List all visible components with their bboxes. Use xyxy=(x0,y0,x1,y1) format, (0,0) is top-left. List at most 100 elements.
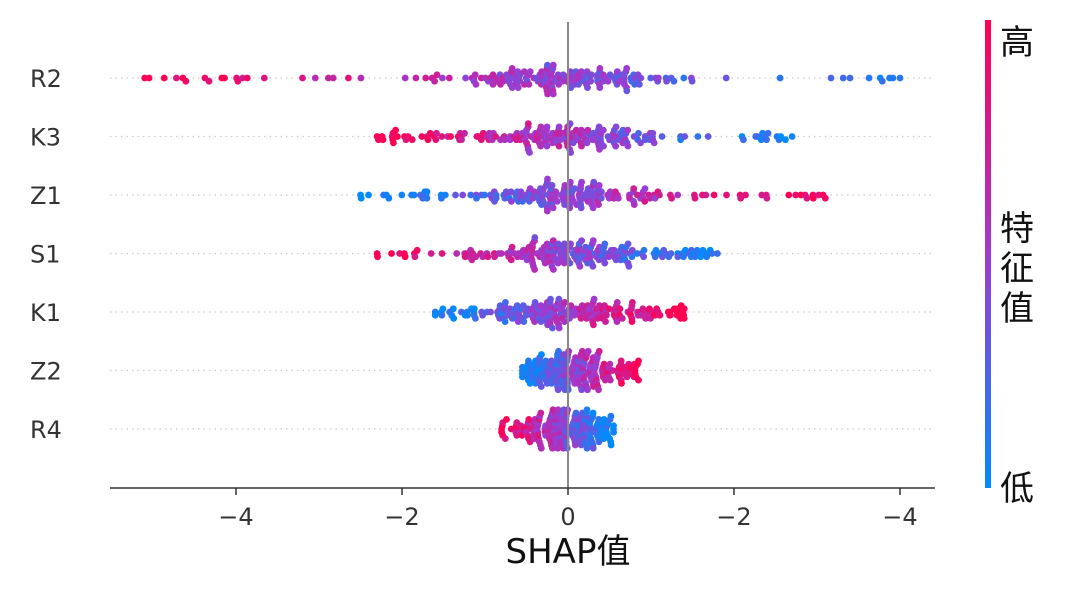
data-point xyxy=(577,126,585,134)
data-point xyxy=(606,376,614,384)
data-point xyxy=(173,74,180,82)
data-point xyxy=(655,74,662,82)
data-point xyxy=(423,188,431,196)
feature-label: Z2 xyxy=(30,358,62,386)
data-point xyxy=(427,250,435,257)
data-point xyxy=(602,318,609,325)
data-point xyxy=(590,295,598,303)
data-point xyxy=(555,347,562,355)
data-point xyxy=(432,136,440,144)
data-point xyxy=(243,74,251,82)
data-point xyxy=(550,266,557,273)
data-point xyxy=(623,87,631,95)
data-point xyxy=(484,253,492,261)
data-point xyxy=(508,243,516,251)
data-point xyxy=(544,90,551,98)
data-point xyxy=(221,74,228,82)
data-point xyxy=(667,250,675,257)
data-point xyxy=(688,77,696,85)
data-point xyxy=(609,367,617,374)
data-point xyxy=(714,250,721,257)
data-point xyxy=(571,185,579,193)
data-point xyxy=(379,136,387,144)
data-point xyxy=(697,253,704,261)
data-point xyxy=(492,194,500,202)
data-point xyxy=(630,201,638,209)
data-point xyxy=(514,84,522,91)
data-point xyxy=(589,204,597,212)
data-point xyxy=(630,185,638,193)
data-point xyxy=(450,315,458,322)
data-point xyxy=(590,321,597,329)
data-point xyxy=(656,311,664,319)
data-point xyxy=(413,246,421,254)
data-point xyxy=(537,383,545,390)
data-point xyxy=(401,253,409,261)
data-point xyxy=(423,194,431,202)
data-point xyxy=(501,435,509,442)
data-point xyxy=(555,324,563,332)
data-point xyxy=(325,74,332,82)
feature-label: R4 xyxy=(30,416,62,444)
colorbar-high-label: 高 xyxy=(1000,23,1034,63)
data-point xyxy=(668,194,675,202)
data-point xyxy=(205,77,213,85)
data-point xyxy=(524,120,532,128)
data-point xyxy=(299,74,306,82)
data-point xyxy=(576,262,584,270)
data-point xyxy=(529,194,537,202)
data-point xyxy=(445,74,453,82)
data-point xyxy=(357,194,365,202)
data-point xyxy=(680,315,688,322)
x-tick-label: −2 xyxy=(716,503,751,531)
data-point xyxy=(497,250,505,257)
data-point xyxy=(737,194,745,202)
data-point xyxy=(588,71,595,79)
data-point xyxy=(401,74,409,82)
data-point xyxy=(680,253,687,261)
data-point xyxy=(605,253,613,261)
colorbar-title-char: 特 xyxy=(1000,209,1034,249)
data-point xyxy=(431,311,439,319)
x-axis-ticks: −4 −2 0 −2 −4 xyxy=(218,488,918,531)
data-point xyxy=(507,256,515,264)
data-point xyxy=(464,311,471,319)
feature-labels: R2 K3 Z1 S1 K1 Z2 R4 xyxy=(30,65,62,444)
data-point xyxy=(618,379,625,387)
data-point xyxy=(472,253,480,261)
data-point xyxy=(680,74,688,82)
data-point xyxy=(616,305,624,313)
data-point xyxy=(595,438,603,446)
data-point xyxy=(702,191,710,199)
data-point xyxy=(650,139,658,147)
data-point xyxy=(501,136,509,144)
data-point xyxy=(640,246,648,254)
data-point xyxy=(584,347,592,355)
data-point xyxy=(785,191,793,199)
data-point xyxy=(595,201,602,209)
data-point xyxy=(567,302,575,309)
data-point xyxy=(577,204,585,212)
data-point xyxy=(647,74,655,82)
data-point xyxy=(394,133,401,140)
data-point xyxy=(531,234,539,241)
data-point xyxy=(449,305,457,313)
data-point xyxy=(708,250,716,257)
data-point xyxy=(503,416,510,423)
feature-label: K1 xyxy=(30,299,61,327)
data-point xyxy=(543,207,551,215)
data-point xyxy=(571,441,579,449)
data-point xyxy=(584,386,591,394)
data-point xyxy=(597,194,605,202)
data-point xyxy=(589,444,597,452)
data-point xyxy=(624,240,632,248)
data-point xyxy=(821,194,829,202)
data-point xyxy=(549,61,557,69)
data-point xyxy=(763,136,770,144)
colorbar-low-label: 低 xyxy=(1000,469,1034,509)
data-point xyxy=(599,126,607,134)
data-point xyxy=(596,84,604,91)
data-point xyxy=(742,191,749,199)
data-point xyxy=(544,61,551,69)
data-point xyxy=(544,175,551,183)
